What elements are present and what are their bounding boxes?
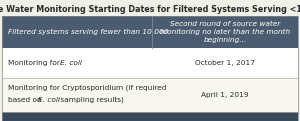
Text: E. coli: E. coli [38, 97, 60, 103]
Bar [2, 78, 298, 112]
Text: based on: based on [8, 97, 44, 103]
Text: Second round of source water
monitoring no later than the month
beginning...: Second round of source water monitoring … [160, 21, 290, 43]
Bar [2, 16, 298, 121]
Text: Monitoring for Cryptosporidium (if required: Monitoring for Cryptosporidium (if requi… [8, 85, 166, 91]
Bar [2, 16, 298, 48]
Text: Filtered systems serving fewer than 10,000: Filtered systems serving fewer than 10,0… [8, 29, 169, 35]
Text: Monitoring for: Monitoring for [8, 60, 62, 66]
Bar [2, 48, 298, 78]
Text: E. coli: E. coli [60, 60, 82, 66]
Text: October 1, 2017: October 1, 2017 [195, 60, 255, 66]
Text: April 1, 2019: April 1, 2019 [201, 92, 249, 98]
Text: sampling results): sampling results) [58, 97, 124, 103]
Bar [2, 112, 298, 121]
Text: Source Water Monitoring Starting Dates for Filtered Systems Serving <10,000: Source Water Monitoring Starting Dates f… [0, 4, 300, 14]
